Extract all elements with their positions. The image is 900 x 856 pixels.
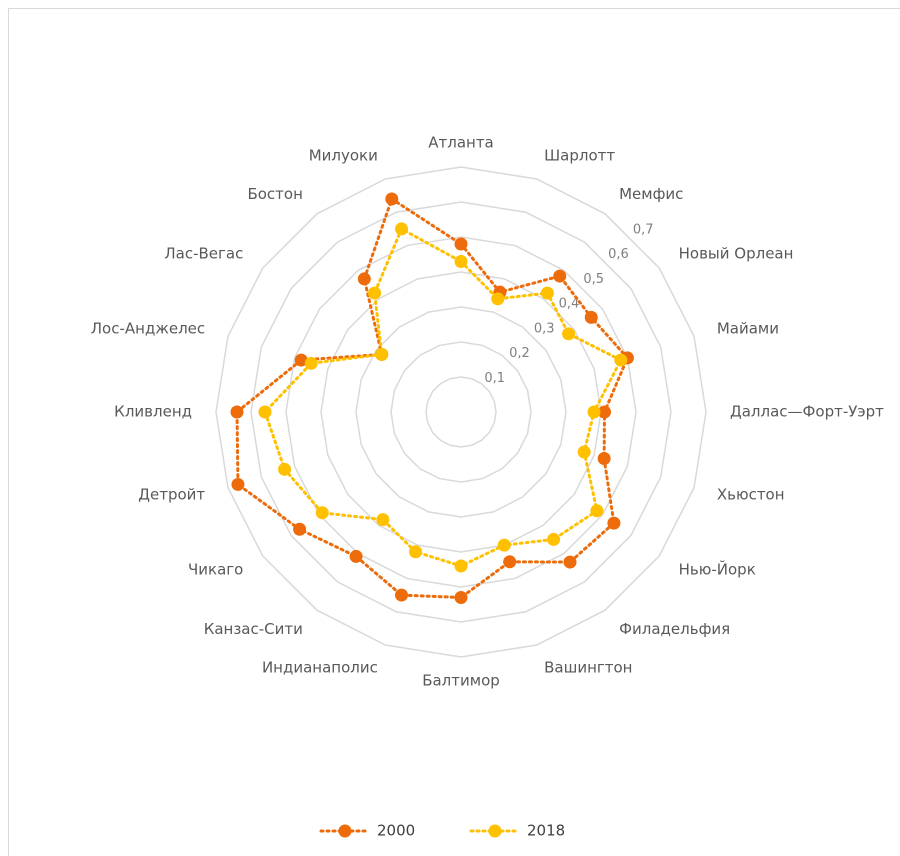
- data-point: [497, 538, 511, 552]
- spoke: [317, 412, 461, 610]
- data-point: [278, 462, 292, 476]
- data-point: [597, 452, 611, 466]
- data-point: [349, 549, 363, 563]
- y-tick-label: 0,5: [583, 272, 604, 287]
- data-point: [547, 532, 561, 546]
- category-label: Детройт: [138, 486, 205, 504]
- category-label: Майами: [717, 319, 779, 337]
- data-point: [258, 405, 272, 419]
- data-point: [304, 356, 318, 370]
- category-label: Балтимор: [422, 672, 500, 690]
- data-point: [293, 522, 307, 536]
- grid-ring: [285, 236, 637, 588]
- y-tick-label: 0,3: [534, 321, 555, 336]
- category-label: Атланта: [428, 134, 494, 152]
- y-tick-label: 0,2: [509, 346, 530, 361]
- category-label: Бостон: [247, 185, 302, 203]
- category-label: Кливленд: [114, 403, 192, 421]
- data-point: [454, 559, 468, 573]
- y-tick-label: 0,4: [559, 297, 580, 312]
- legend-label: 2000: [377, 822, 415, 840]
- chart-border: [8, 8, 900, 856]
- spoke: [461, 268, 659, 412]
- data-point: [395, 222, 409, 236]
- category-label: Нью-Йорк: [679, 560, 756, 579]
- spoke: [228, 412, 461, 488]
- data-point: [540, 286, 554, 300]
- spoke: [385, 412, 461, 645]
- data-point: [553, 269, 567, 283]
- legend-label: 2018: [527, 822, 565, 840]
- data-point: [385, 192, 399, 206]
- category-label: Чикаго: [188, 561, 243, 579]
- data-point: [454, 591, 468, 604]
- category-label: Лос-Анджелес: [91, 319, 205, 337]
- data-point: [357, 272, 371, 286]
- category-label: Канзас-Сити: [204, 620, 303, 638]
- category-label: Мемфис: [619, 185, 683, 203]
- data-point: [230, 405, 244, 419]
- legend-marker: [488, 824, 502, 838]
- data-point: [454, 237, 468, 251]
- category-label: Хьюстон: [717, 486, 785, 504]
- category-label: Даллас—Форт-Уэрт: [730, 403, 884, 421]
- data-point: [577, 445, 591, 459]
- data-point: [315, 506, 329, 520]
- data-point: [409, 545, 423, 559]
- data-point: [395, 588, 409, 602]
- y-tick-label: 0,1: [484, 371, 505, 386]
- spoke: [263, 412, 461, 556]
- spoke: [461, 412, 694, 488]
- category-label: Лас-Вегас: [164, 244, 243, 262]
- data-point: [607, 516, 621, 530]
- grid-ring: [320, 271, 602, 553]
- spoke: [385, 179, 461, 412]
- grid-ring: [355, 306, 567, 518]
- category-label: Филадельфия: [619, 620, 730, 638]
- spoke: [228, 336, 461, 412]
- y-tick-label: 0,6: [608, 247, 629, 262]
- data-point: [590, 504, 604, 518]
- category-label: Новый Орлеан: [679, 244, 794, 262]
- data-point: [598, 405, 611, 419]
- grid-ring: [215, 166, 707, 658]
- spoke: [461, 412, 537, 645]
- data-point: [376, 513, 390, 527]
- grid-ring: [390, 341, 532, 483]
- grid-ring: [425, 376, 497, 448]
- data-point: [587, 405, 601, 419]
- data-point: [614, 353, 628, 367]
- spoke: [263, 268, 461, 412]
- legend-marker: [338, 824, 352, 838]
- data-point: [454, 255, 468, 268]
- data-point: [294, 353, 308, 367]
- category-label: Шарлотт: [544, 147, 615, 165]
- data-point: [231, 477, 245, 491]
- data-point: [491, 292, 505, 306]
- data-point: [503, 555, 517, 569]
- data-point: [375, 347, 389, 361]
- series-line: [235, 196, 630, 600]
- data-point: [368, 286, 382, 300]
- spoke: [461, 214, 605, 412]
- y-tick-label: 0,7: [633, 222, 654, 237]
- data-point: [562, 327, 576, 341]
- spoke: [317, 214, 461, 412]
- grid-ring: [250, 201, 672, 623]
- category-label: Вашингтон: [544, 658, 632, 676]
- data-point: [563, 555, 577, 569]
- category-label: Индианаполис: [262, 658, 378, 676]
- category-label: Милуоки: [309, 147, 378, 165]
- data-point: [584, 310, 598, 324]
